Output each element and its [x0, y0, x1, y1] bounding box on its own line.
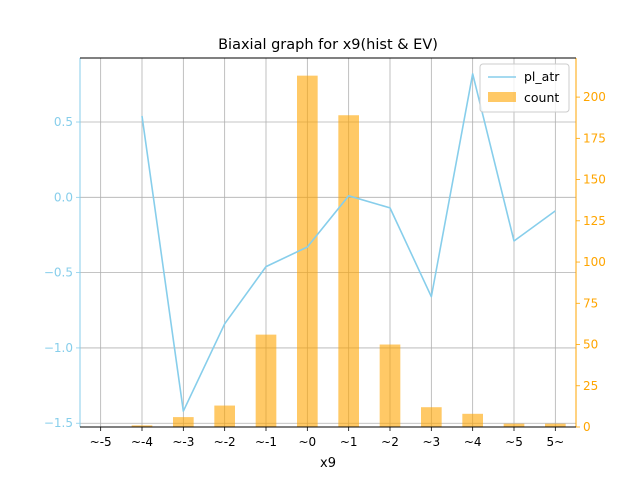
axes-layer: ~-5 ~-4 ~-3 ~-2 ~-1 ~0 ~1 ~2 ~3 ~4 ~5 5~ −1.5 −1.0 −0.…: [44, 57, 606, 449]
left-tick-label: 0.0: [54, 190, 73, 204]
x-tick-label: ~5: [505, 435, 523, 449]
x-tick-label: ~-3: [172, 435, 194, 449]
x-tick-label: ~-4: [131, 435, 153, 449]
x-tick-label: ~2: [381, 435, 399, 449]
bar-layer: [131, 75, 566, 428]
grid-layer: [80, 58, 576, 427]
count-bar: [338, 115, 359, 428]
chart-title: Biaxial graph for x9(hist & EV): [218, 37, 438, 53]
x-tick-label: ~0: [298, 435, 316, 449]
right-tick-label: 125: [583, 214, 606, 228]
x-tick-label: ~4: [464, 435, 482, 449]
line-layer: [141, 73, 556, 412]
left-tick-label: −0.5: [44, 266, 73, 280]
count-bar: [297, 75, 318, 428]
x-tick-label: ~-5: [90, 435, 112, 449]
x-tick-label: ~-2: [214, 435, 236, 449]
x-tick-label: 5~: [546, 435, 564, 449]
right-tick-label: 175: [583, 131, 606, 145]
x-tick-label: ~1: [340, 435, 358, 449]
count-bar: [462, 413, 483, 427]
pl-atr-line: [141, 73, 556, 412]
count-bar: [545, 423, 566, 427]
right-tick-label: 150: [583, 173, 606, 187]
count-bar: [503, 423, 525, 427]
legend-entry-count: count: [524, 90, 559, 105]
legend-entry-pl-atr: pl_atr: [524, 69, 560, 84]
right-tick-label: 0: [583, 420, 591, 434]
count-bar: [421, 407, 442, 427]
legend-bar-swatch: [488, 92, 516, 102]
right-tick-label: 50: [583, 338, 598, 352]
right-tick-label: 75: [583, 296, 598, 310]
right-tick-label: 25: [583, 379, 598, 393]
left-tick-label: −1.0: [44, 341, 73, 355]
left-tick-label: 0.5: [54, 115, 73, 129]
count-bar: [379, 344, 401, 427]
x-tick-label: ~-1: [255, 435, 277, 449]
count-bar: [173, 417, 194, 427]
x-axis-label: x9: [320, 456, 336, 471]
right-tick-label: 100: [583, 255, 606, 269]
x-tick-label: ~3: [422, 435, 440, 449]
count-bar: [131, 425, 153, 427]
count-bar: [214, 405, 235, 427]
count-bar: [255, 334, 277, 427]
left-tick-label: −1.5: [44, 416, 73, 430]
right-tick-label: 200: [583, 90, 606, 104]
